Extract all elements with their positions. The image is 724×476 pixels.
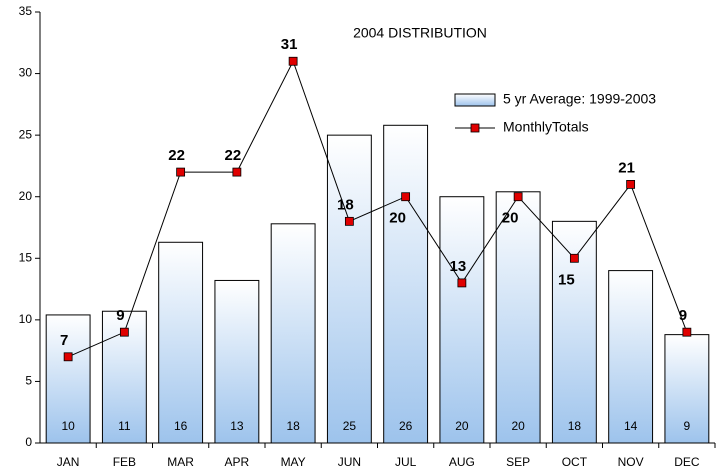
marker <box>626 179 636 189</box>
bar-label: 13 <box>230 419 244 433</box>
x-tick-label: MAY <box>281 455 306 469</box>
bar-label: 20 <box>511 419 525 433</box>
x-tick-label: MAR <box>167 455 194 469</box>
x-tick-label: NOV <box>618 455 644 469</box>
y-tick-label: 5 <box>25 374 32 388</box>
point-label: 9 <box>116 307 124 324</box>
bar-label: 14 <box>624 419 638 433</box>
bar <box>45 314 91 444</box>
x-tick-label: JUL <box>395 455 417 469</box>
point-label: 31 <box>281 36 298 53</box>
y-tick-label: 25 <box>19 127 33 141</box>
bar-label: 11 <box>118 419 131 433</box>
point-label: 22 <box>225 147 242 164</box>
point-label: 9 <box>679 307 687 324</box>
marker <box>288 56 298 66</box>
bar <box>495 191 541 444</box>
y-tick-label: 35 <box>19 4 33 18</box>
bar-label: 26 <box>399 419 413 433</box>
marker <box>569 253 579 263</box>
line <box>67 59 688 358</box>
legend-label: 5 yr Average: 1999-2003 <box>503 91 656 107</box>
x-tick-label: DEC <box>674 455 700 469</box>
marker <box>457 278 467 288</box>
y-tick-label: 10 <box>19 312 33 326</box>
bar <box>158 241 204 444</box>
bar <box>439 196 485 444</box>
x-tick-label: AUG <box>449 455 475 469</box>
bar-label: 20 <box>455 419 469 433</box>
marker <box>119 327 129 337</box>
point-label: 21 <box>618 159 635 176</box>
bar-label: 10 <box>61 419 75 433</box>
point-label: 7 <box>60 332 68 349</box>
bar <box>551 220 597 444</box>
bar-label: 25 <box>343 419 357 433</box>
bar <box>608 270 654 444</box>
x-tick-label: SEP <box>506 455 530 469</box>
bar <box>326 134 372 444</box>
x-tick-label: FEB <box>113 455 136 469</box>
point-label: 20 <box>502 210 519 227</box>
point-label: 15 <box>558 271 575 288</box>
chart-title: 2004 DISTRIBUTION <box>353 25 487 41</box>
bar <box>383 124 429 444</box>
y-tick-label: 30 <box>19 66 33 80</box>
x-tick-label: APR <box>225 455 250 469</box>
point-label: 20 <box>389 210 406 227</box>
marker <box>176 167 186 177</box>
bar-label: 18 <box>568 419 582 433</box>
marker <box>682 327 692 337</box>
bar-label: 9 <box>684 419 691 433</box>
point-label: 13 <box>450 258 467 275</box>
marker <box>401 192 411 202</box>
legend-label: MonthlyTotals <box>503 119 589 135</box>
marker <box>232 167 242 177</box>
y-tick-label: 15 <box>19 250 33 264</box>
bar <box>270 223 316 444</box>
bar-label: 16 <box>174 419 188 433</box>
point-label: 22 <box>168 147 185 164</box>
legend-swatch <box>454 93 496 107</box>
marker <box>513 192 523 202</box>
marker <box>63 352 73 362</box>
bar <box>664 334 710 444</box>
point-label: 18 <box>337 196 354 213</box>
legend-marker <box>470 123 480 133</box>
x-tick-label: OCT <box>562 455 588 469</box>
x-tick-label: JUN <box>338 455 361 469</box>
y-tick-label: 20 <box>19 189 33 203</box>
bar-label: 18 <box>286 419 300 433</box>
y-tick-label: 0 <box>25 435 32 449</box>
bar <box>214 279 260 444</box>
marker <box>344 216 354 226</box>
x-tick-label: JAN <box>57 455 80 469</box>
